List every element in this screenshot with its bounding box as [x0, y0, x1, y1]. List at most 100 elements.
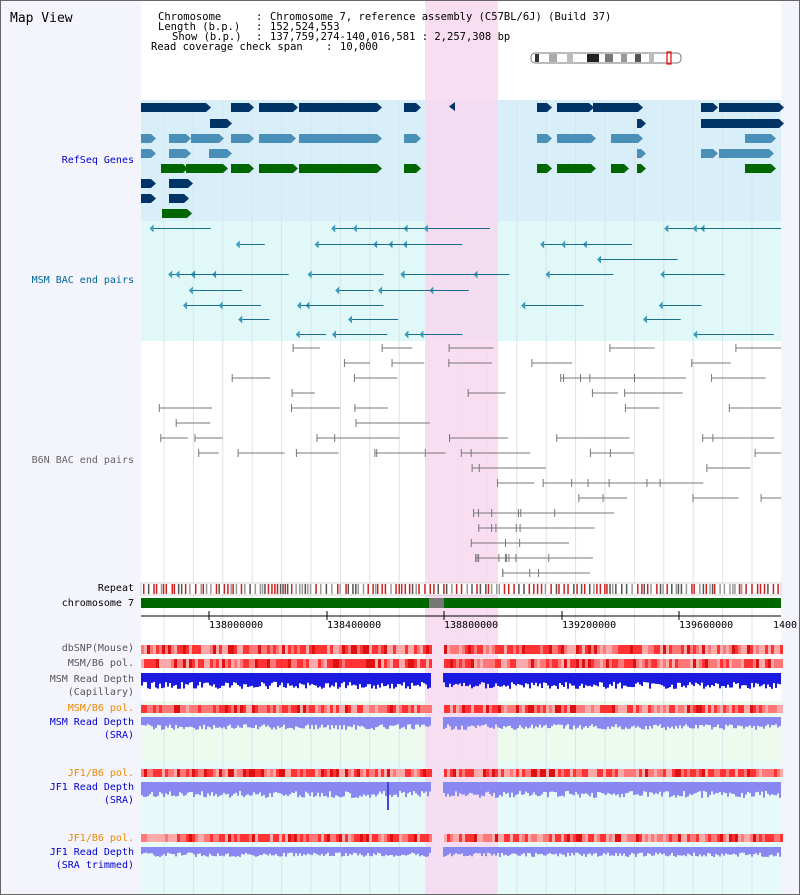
depth-bin [553, 717, 555, 725]
polymorphism-bin [702, 834, 705, 842]
depth-bin [309, 673, 311, 686]
polymorphism-bin [486, 645, 489, 654]
polymorphism-bin [720, 769, 723, 777]
chromosome-ideogram[interactable] [530, 51, 682, 65]
track-label-msm-bac[interactable]: MSM BAC end pairs [31, 275, 134, 286]
depth-bin [217, 717, 219, 728]
polymorphism-bin [246, 769, 249, 777]
repeat-element [604, 584, 606, 594]
depth-bin [201, 673, 203, 688]
depth-bin [235, 782, 237, 793]
depth-bin [217, 673, 219, 689]
depth-bin [327, 673, 329, 684]
polymorphism-bin [462, 834, 465, 842]
depth-bin [573, 673, 575, 686]
depth-bin [161, 673, 163, 689]
depth-bin [491, 847, 493, 856]
depth-bin [303, 717, 305, 729]
depth-bin [673, 782, 675, 795]
refseq-gene-features[interactable] [141, 102, 784, 218]
depth-bin [421, 782, 423, 792]
polymorphism-bin [270, 645, 273, 654]
depth-bin [621, 673, 623, 689]
track-label-refseq[interactable]: RefSeq Genes [61, 155, 134, 166]
polymorphism-bin [732, 769, 735, 777]
gene-exon [745, 134, 771, 143]
repeat-element [261, 584, 264, 594]
polymorphism-bin [414, 645, 417, 654]
depth-bin [525, 673, 527, 684]
polymorphism-bin [189, 659, 192, 668]
depth-bin [661, 673, 663, 686]
polymorphism-bin [471, 705, 474, 713]
polymorphism-bin [771, 705, 774, 713]
depth-bin [405, 847, 407, 856]
depth-bin [341, 782, 343, 797]
depth-bin [519, 717, 521, 726]
depth-bin [313, 847, 315, 853]
bac-end [149, 224, 154, 233]
depth-bin [167, 782, 169, 795]
depth-bin [221, 673, 223, 686]
polymorphism-bin [195, 769, 198, 777]
depth-bin [237, 673, 239, 685]
polymorphism-bin [495, 659, 498, 668]
depth-bin [261, 782, 263, 797]
polymorphism-bin [579, 769, 582, 777]
polymorphism-bin [177, 645, 180, 654]
depth-bin [517, 782, 519, 795]
polymorphism-bin [585, 705, 588, 713]
depth-bin [511, 673, 513, 683]
depth-bin [303, 782, 305, 798]
depth-bin [173, 847, 175, 855]
depth-bin [299, 782, 301, 796]
depth-bin [517, 717, 519, 728]
depth-bin [611, 673, 613, 686]
depth-bin [535, 847, 537, 853]
depth-bin [453, 782, 455, 796]
polymorphism-bin [171, 659, 174, 668]
depth-bin [637, 782, 639, 795]
depth-bin [605, 847, 607, 855]
polymorphism-bin [513, 834, 516, 842]
track-label-b6n-bac[interactable]: B6N BAC end pairs [31, 455, 134, 466]
polymorphism-bin [429, 769, 432, 777]
polymorphism-bin [642, 705, 645, 713]
depth-bin [427, 673, 429, 689]
repeat-element [507, 584, 510, 594]
b6n-bac-pairs[interactable] [158, 344, 781, 577]
depth-bin [685, 782, 687, 798]
depth-bin [545, 717, 547, 725]
depth-bin [635, 847, 637, 857]
track-label-msm-depth-cap-1: MSM Read Depth [49, 674, 134, 685]
track-label-jf1-b6-pol-2: JF1/B6 pol. [67, 833, 134, 844]
depth-bin [603, 673, 605, 687]
selected-region-highlight[interactable] [425, 1, 498, 894]
polymorphism-bin [396, 645, 399, 654]
depth-bin [639, 673, 641, 685]
gene-exon [719, 103, 779, 112]
repeat-element [611, 584, 614, 594]
depth-bin [515, 782, 517, 795]
depth-bin [175, 782, 177, 797]
polymorphism-bin [252, 834, 255, 842]
repeat-element [583, 584, 586, 594]
depth-bin [381, 717, 383, 725]
polymorphism-bin [453, 659, 456, 668]
depth-bin [739, 782, 741, 798]
depth-bin [191, 782, 193, 793]
polymorphism-bin [483, 705, 486, 713]
depth-bin [361, 673, 363, 688]
depth-bin [307, 717, 309, 725]
depth-bin [349, 673, 351, 683]
depth-bin [345, 782, 347, 792]
depth-bin [631, 847, 633, 853]
msm-bac-pairs[interactable] [149, 224, 781, 339]
polymorphism-bin [369, 834, 372, 842]
polymorphism-bin [276, 659, 279, 668]
depth-bin [447, 717, 449, 725]
polymorphism-bin [705, 659, 708, 668]
repeat-element [498, 584, 501, 594]
polymorphism-bin [147, 769, 150, 777]
